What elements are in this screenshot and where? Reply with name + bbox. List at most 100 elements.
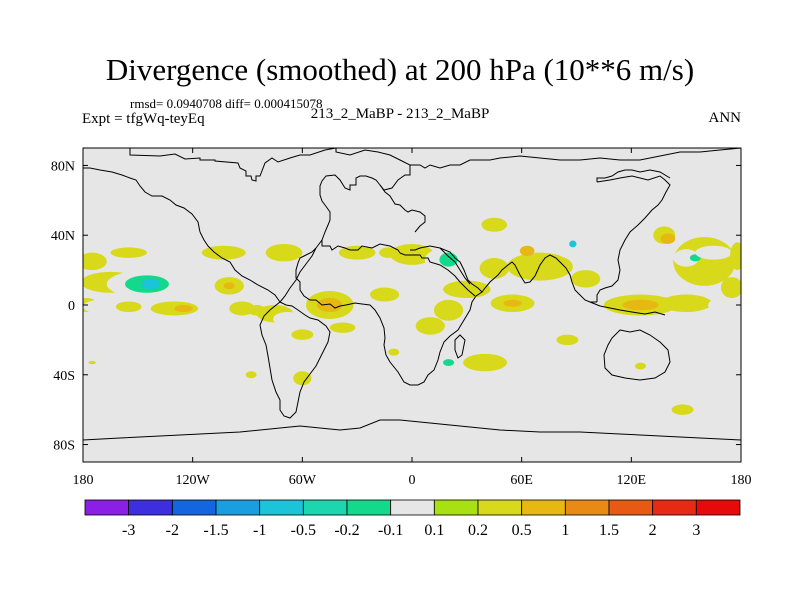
coastline-arabia (399, 252, 476, 297)
y-tick-label: 80S (53, 439, 75, 454)
colorbar-box (171, 499, 217, 516)
contour-blob-33 (245, 371, 257, 379)
contour-blob-32 (293, 371, 312, 386)
x-tick-label: 0 (409, 473, 416, 488)
contour-blob-45 (433, 299, 464, 321)
contour-blob-74 (428, 409, 451, 421)
coastline-south-america (259, 301, 331, 419)
contour-blob-7 (83, 299, 120, 314)
colorbar-label: 0.5 (512, 522, 532, 539)
y-tick-label: 40S (53, 369, 75, 384)
coastline-scandinavia (379, 184, 426, 233)
contour-blob-11 (83, 320, 157, 339)
contour-blob-76 (634, 362, 646, 370)
contour-blob-38 (479, 257, 509, 279)
coastline-central-america (199, 231, 281, 303)
x-tick-label: 120E (617, 473, 647, 488)
coastline-east-asia (596, 175, 671, 302)
colorbar-label: 0.2 (468, 522, 488, 539)
colorbar-box (477, 499, 523, 516)
contour-blob-43 (481, 217, 508, 232)
contour-blob-10 (174, 305, 193, 312)
colorbar-box (259, 499, 304, 516)
coastline-greenland (129, 148, 337, 182)
y-tick-label: 0 (68, 299, 75, 314)
colorbar-box (128, 499, 173, 516)
rmsd-diff-stats: rmsd= 0.0940708 diff= 0.000415078 (130, 96, 323, 111)
contour-blob-70 (730, 242, 741, 271)
colorbar-box (433, 499, 479, 516)
colorbar-box (302, 499, 348, 516)
coastline-north-america-east (279, 247, 317, 303)
colorbar-box (84, 499, 130, 516)
y-tick-label: 80N (51, 159, 75, 174)
coastline-south-asia (481, 254, 597, 303)
contour-blob-30 (329, 322, 356, 333)
contour-blob-69 (695, 245, 732, 260)
contour-blob-28 (395, 301, 411, 312)
colorbar-label: -0.1 (378, 522, 403, 539)
colorbar-box (652, 499, 697, 516)
contour-blob-51 (525, 318, 548, 333)
colorbar-box (215, 499, 261, 516)
coastline-red-sea (439, 247, 471, 285)
contour-blob-4 (141, 278, 160, 290)
contour-blob-58 (622, 299, 659, 311)
contour-blob-75 (671, 404, 694, 415)
contour-blob-16 (201, 245, 246, 260)
colorbar-label: 0.1 (424, 522, 444, 539)
contour-blob-35 (390, 243, 434, 265)
contour-blob-61 (708, 298, 738, 312)
contour-blob-77 (88, 360, 96, 365)
coastline-kamchatka (596, 169, 671, 182)
coastline-africa (295, 245, 483, 386)
contour-blob-27 (369, 287, 400, 302)
contour-blob-59 (660, 294, 712, 312)
contour-blob-48 (503, 299, 522, 307)
experiment-label: Expt = tfgWq-teyEq (82, 111, 205, 127)
contour-blob-78 (415, 198, 420, 203)
contour-blob-73 (463, 353, 508, 372)
x-tick-label: 180 (73, 473, 94, 488)
contour-blob-0 (83, 252, 107, 271)
colorbar-label: 3 (692, 522, 700, 539)
x-tick-label: 60W (289, 473, 317, 488)
colorbar-label: -1 (253, 522, 266, 539)
colorbar-label: 1.5 (599, 522, 619, 539)
contour-blob-60 (667, 311, 741, 333)
colorbar-box (608, 499, 654, 516)
colorbar-box (346, 499, 392, 516)
coastline-antarctica (83, 419, 741, 441)
contour-blob-15 (223, 282, 235, 290)
colorbar-label: -3 (122, 522, 135, 539)
contour-blob-25 (316, 298, 343, 312)
coastline-mediterranean (321, 240, 401, 254)
y-tick-label: 40N (51, 229, 75, 244)
x-tick-label: 180 (731, 473, 752, 488)
x-tick-label: 60E (510, 473, 533, 488)
coastline-madagascar (454, 334, 466, 359)
x-tick-label: 120W (176, 473, 211, 488)
contour-blob-50 (463, 318, 508, 333)
coastline-north-america (83, 167, 201, 233)
contour-blob-18 (256, 273, 294, 288)
chart-title: Divergence (smoothed) at 200 hPa (10**6 … (105, 52, 695, 87)
coastline-australia (603, 329, 671, 381)
colorbar-box (564, 499, 610, 516)
contour-blob-52 (571, 270, 601, 288)
coastline-maritime-continent (589, 301, 666, 316)
contour-blob-55 (556, 334, 579, 346)
contour-blob-40 (519, 245, 535, 257)
contour-blob-23 (293, 275, 330, 290)
contour-blob-67 (673, 249, 699, 267)
contour-blob-65 (660, 233, 676, 244)
coastline-eurasia-north (315, 148, 411, 249)
colorbar-box (521, 499, 566, 516)
case-label: 213_2_MaBP - 213_2_MaBP (310, 106, 490, 122)
colorbar-label: -2 (166, 522, 179, 539)
contour-blob-39 (507, 252, 573, 281)
contour-blob-17 (265, 243, 303, 262)
colorbar-box (695, 499, 741, 516)
